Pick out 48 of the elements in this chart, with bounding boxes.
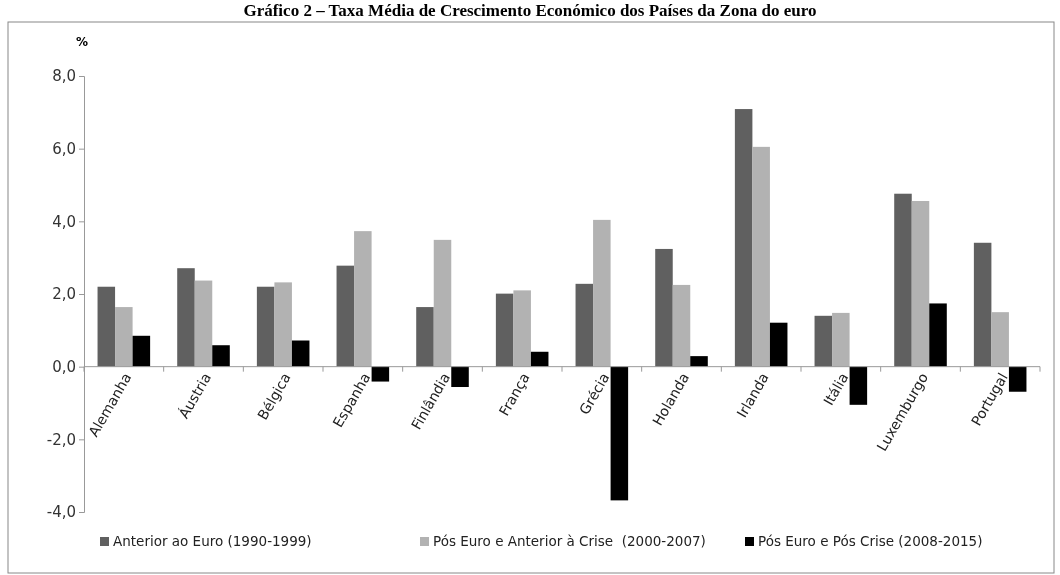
bar [194,280,213,367]
bar [575,283,594,367]
bar [274,282,292,367]
bar [769,322,788,367]
bar [911,200,930,367]
bar [752,146,770,367]
legend-label: Pós Euro e Anterior à Crise (2000-2007) [433,533,706,549]
bar [849,366,868,405]
y-tick-label: 8,0 [52,67,76,86]
bar [832,312,850,367]
bar [929,303,947,367]
y-tick-label: 4,0 [52,212,76,231]
y-axis-title: % [76,35,89,49]
bar [973,242,992,367]
bar [530,351,549,367]
y-tick-label: 0,0 [52,357,76,376]
legend-label: Anterior ao Euro (1990-1999) [113,533,312,549]
bar [672,284,691,367]
bar [291,340,310,367]
bar [814,315,833,367]
bar [132,335,151,367]
bar [593,219,611,367]
bar [991,312,1009,367]
bar [433,239,452,367]
bar [451,366,469,388]
bar [1008,366,1027,392]
bar [416,307,434,367]
bar [212,345,230,367]
bar [690,356,708,367]
bar [256,286,275,367]
bar [115,307,133,367]
bar [354,231,372,367]
chart-title: Gráfico 2 – Taxa Média de Crescimento Económico dos Países da Zona do euro [243,1,817,20]
bar [894,193,912,367]
bar [97,286,116,367]
bar [734,109,753,367]
y-tick-label: 6,0 [52,139,76,158]
bar [610,366,629,501]
bar [371,366,390,382]
bar [655,248,673,367]
bar [177,268,195,367]
legend-label: Pós Euro e Pós Crise (2008-2015) [758,533,983,549]
bar [513,290,531,367]
y-tick-label: 2,0 [52,285,76,304]
y-tick-label: -4,0 [46,503,76,522]
y-tick-label: -2,0 [46,430,76,449]
bar [495,293,514,367]
bar [336,265,355,367]
